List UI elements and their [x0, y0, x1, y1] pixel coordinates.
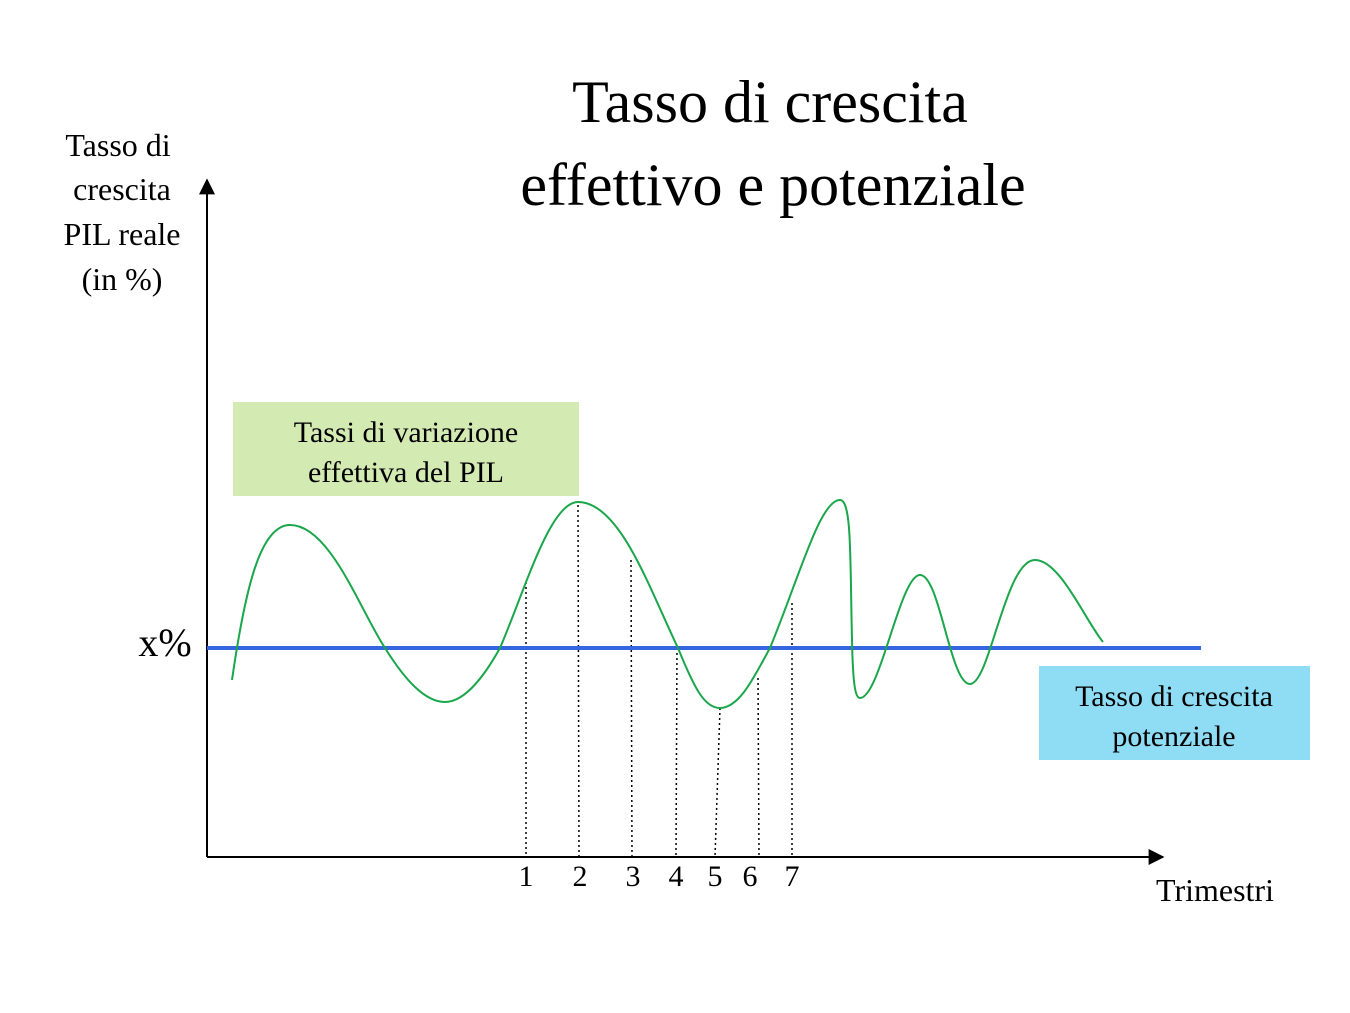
y-axis-label: crescita [73, 171, 171, 207]
quarter-label: 3 [626, 860, 641, 893]
box-label: Tassi di variazione [294, 416, 519, 449]
title-line: effettivo e potenziale [520, 152, 1025, 218]
quarter-label: 1 [519, 860, 534, 893]
y-axis-label: PIL reale [64, 216, 181, 252]
quarter-label: 6 [743, 860, 758, 893]
reference-label: x% [138, 620, 191, 665]
title-line: Tasso di crescita [572, 69, 968, 135]
box-label: potenziale [1112, 720, 1235, 753]
quarter-label: 7 [785, 860, 800, 893]
x-axis-label: Trimestri [1156, 872, 1274, 908]
y-axis-label: Tasso di [65, 127, 170, 163]
box-label: Tasso di crescita [1075, 680, 1273, 713]
y-axis-label: (in %) [82, 261, 163, 297]
quarter-label: 2 [573, 860, 588, 893]
quarter-label: 4 [669, 860, 684, 893]
quarter-label: 5 [708, 860, 723, 893]
potential-box [1039, 666, 1310, 760]
box-label: effettiva del PIL [308, 456, 504, 489]
actual-curve [231, 498, 1104, 710]
quarter-guides [525, 504, 793, 858]
actual-box [233, 402, 579, 496]
